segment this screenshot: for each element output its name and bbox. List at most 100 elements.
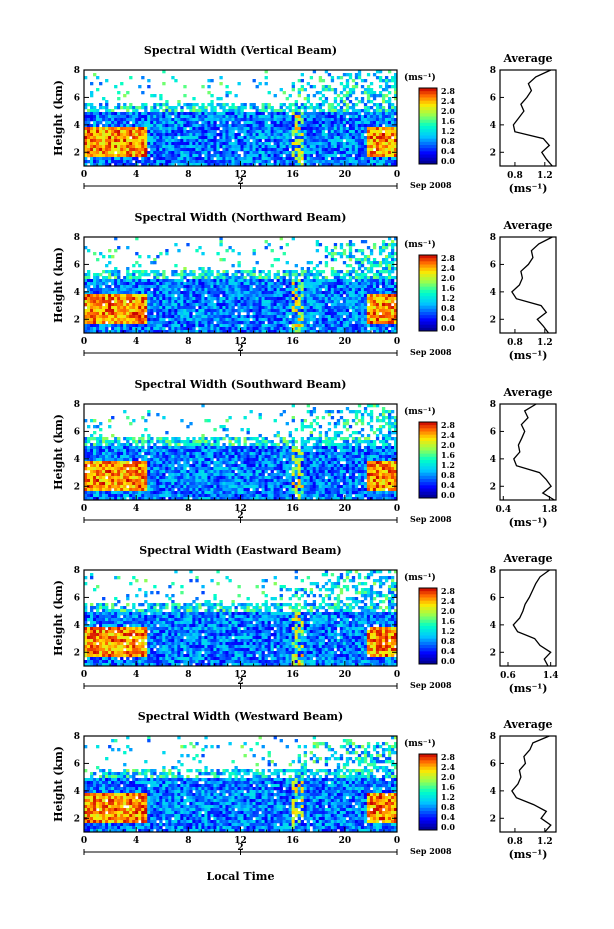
heatmap-cell [378,163,383,167]
heatmap-cell [261,121,265,125]
heatmap-cell [309,297,314,301]
heatmap-cell [327,327,332,331]
heatmap-cell [375,154,380,158]
heatmap-cell [315,273,320,277]
heatmap-cell [171,139,175,143]
heatmap-cell [384,270,389,274]
heatmap-cell [171,315,175,319]
heatmap-cell [144,300,148,304]
heatmap-cell [231,315,235,319]
heatmap-cell [153,124,157,128]
heatmap-cell [99,327,103,331]
heatmap-cell [204,109,208,113]
heatmap-cell [93,282,97,286]
heatmap-cell [144,160,148,164]
heatmap-cell [186,139,190,143]
heatmap-cell [105,151,109,155]
heatmap-cell [204,112,208,116]
heatmap-cell [354,288,359,292]
heatmap-cell [150,297,154,301]
heatmap-cell [282,157,286,161]
heatmap-cell [264,294,268,298]
heatmap-cell [336,163,341,167]
heatmap-cell [345,130,350,134]
heatmap-cell [366,261,371,265]
heatmap-cell [99,157,103,161]
heatmap-cell [303,273,308,277]
heatmap-cell [378,91,383,95]
heatmap-cell [186,148,190,152]
heatmap-cell [195,109,199,113]
heatmap-cell [120,476,124,480]
heatmap-cell [348,73,353,77]
heatmap-cell [279,106,283,110]
heatmap-cell [342,285,347,289]
heatmap-cell [351,312,356,316]
heatmap-cell [312,267,317,271]
heatmap-cell [345,109,350,113]
heatmap-cell [201,157,205,161]
heatmap-cell [318,327,323,331]
heatmap-cell [159,133,163,137]
heatmap-cell [132,309,136,313]
heatmap-cell [216,300,220,304]
heatmap-cell [357,249,362,253]
heatmap-cell [339,294,344,298]
heatmap-cell [243,139,247,143]
heatmap-cell [204,133,208,137]
heatmap-cell [360,145,365,149]
heatmap-cell [384,79,389,83]
heatmap-cell [90,312,94,316]
heatmap-cell [240,270,244,274]
heatmap-cell [114,455,118,459]
heatmap-cell [96,485,100,489]
heatmap-cell [144,139,148,143]
heatmap-cell [201,294,205,298]
heatmap-cell [228,324,232,328]
heatmap-cell [108,303,112,307]
heatmap-cell [258,82,262,86]
heatmap-cell [336,145,341,149]
heatmap-cell [207,124,211,128]
heatmap-cell [327,115,332,119]
heatmap-cell [258,139,262,143]
heatmap-cell [393,76,398,80]
heatmap-cell [294,270,298,274]
heatmap-cell [228,148,232,152]
heatmap-cell [285,318,289,322]
heatmap-cell [354,127,359,131]
heatmap-cell [189,163,193,167]
heatmap-cell [150,279,154,283]
heatmap-cell [384,246,389,250]
heatmap-cell [276,118,280,122]
heatmap-cell [237,312,241,316]
heatmap-cell [129,145,133,149]
heatmap-cell [294,324,298,328]
heatmap-cell [144,124,148,128]
heatmap-cell [132,133,136,137]
heatmap-cell [384,309,389,313]
heatmap-cell [258,321,262,325]
heatmap-cell [87,476,91,480]
heatmap-cell [114,163,118,167]
heatmap-cell [366,145,371,149]
heatmap-cell [141,136,145,140]
heatmap-cell [393,163,398,167]
heatmap-cell [261,300,265,304]
colorbar-band [419,110,437,114]
heatmap-cell [138,318,142,322]
heatmap-cell [129,151,133,155]
heatmap-cell [306,330,311,334]
heatmap-cell [393,321,398,325]
heatmap-cell [192,133,196,137]
heatmap-cell [345,318,350,322]
heatmap-cell [390,145,395,149]
heatmap-cell [291,139,295,143]
heatmap-cell [324,133,329,137]
average-y-tick-label: 2 [490,148,496,158]
heatmap-cell [261,270,265,274]
heatmap-cell [84,160,88,164]
heatmap-cell [231,294,235,298]
heatmap-cell [189,327,193,331]
heatmap-cell [390,243,395,247]
